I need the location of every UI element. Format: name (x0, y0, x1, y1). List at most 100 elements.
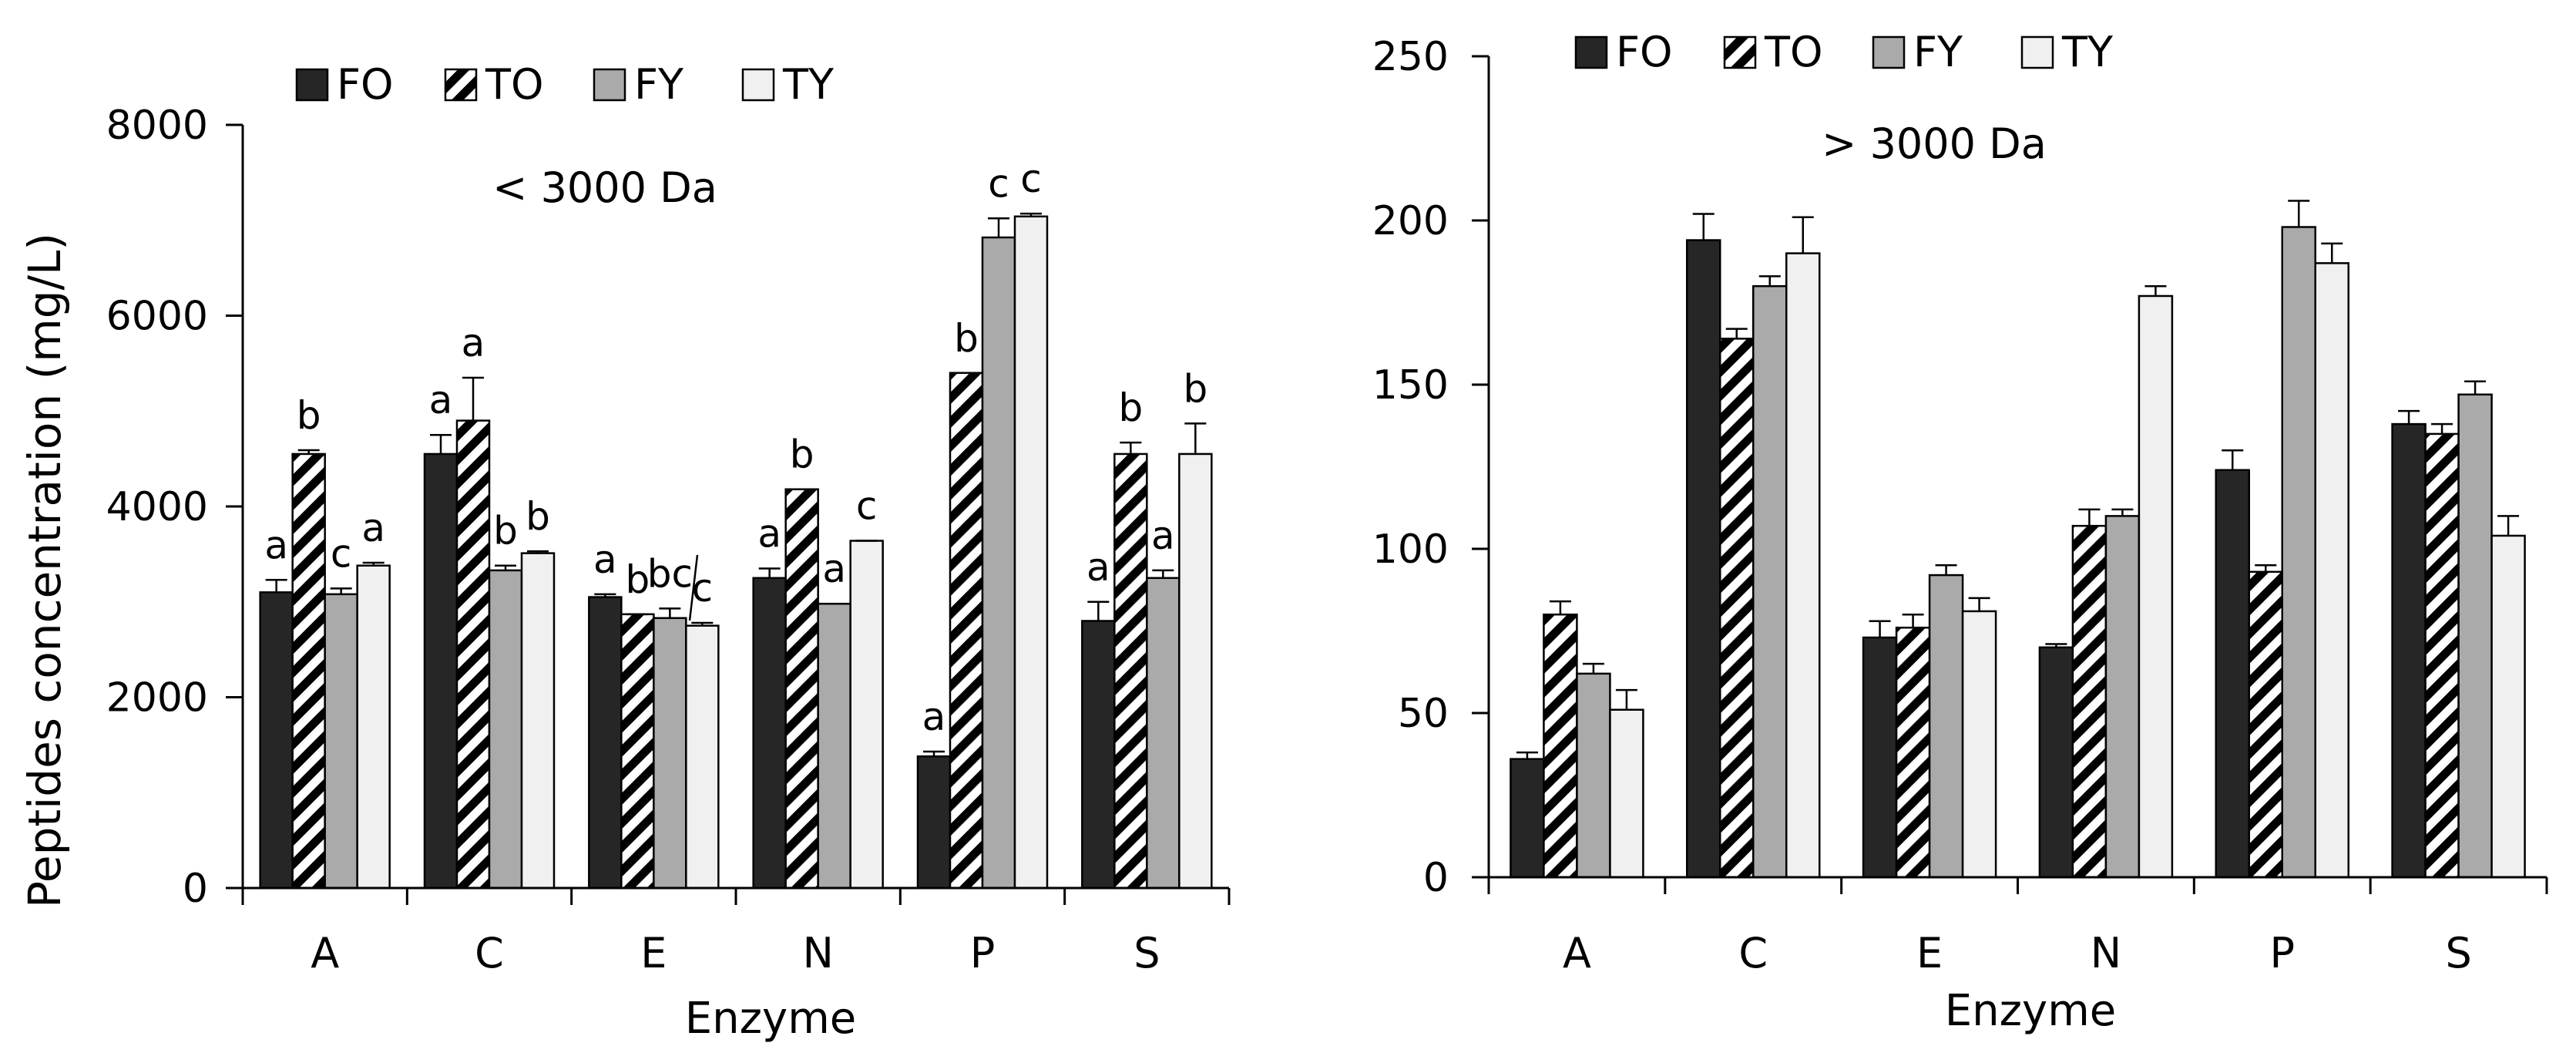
legend-label: FO (337, 60, 394, 109)
significance-letter: a (822, 547, 846, 591)
bars (259, 212, 1213, 890)
significance-letter: a (462, 321, 485, 365)
annotation-leader-line (688, 554, 699, 621)
significance-letter: b (493, 509, 518, 553)
y-tick-label: 4000 (106, 484, 208, 530)
legend-swatch-fo (295, 68, 329, 102)
x-tick-label: E (1916, 929, 1943, 977)
bar-fy (488, 569, 523, 890)
bar-ty (1013, 215, 1049, 890)
bar-to (784, 488, 819, 890)
y-tick-label: 50 (1398, 691, 1449, 737)
bar-fo (752, 577, 787, 890)
legend-label: TO (1764, 28, 1823, 76)
significance-letter: a (264, 523, 288, 567)
x-tick-label: N (802, 929, 833, 977)
x-tick-label: N (2091, 929, 2121, 977)
significance-letter: c (988, 161, 1009, 206)
legend-label: TY (2061, 28, 2114, 76)
significance-letter: a (922, 695, 946, 739)
significance-letter: a (429, 378, 453, 422)
bar-ty (2490, 534, 2526, 879)
bar-to (455, 419, 491, 890)
significance-letter: b (625, 557, 650, 602)
significance-letter: bc (647, 551, 693, 596)
bar-fy (2457, 393, 2493, 879)
bar-fo (2391, 422, 2427, 879)
x-axis-title: Enzyme (1945, 986, 2116, 1036)
x-tick-label: P (970, 929, 996, 977)
bar-ty (2314, 262, 2349, 879)
axes (226, 123, 1231, 905)
y-tick-label: 0 (183, 866, 208, 912)
legend-label: FY (1913, 28, 1963, 76)
significance-letter: b (1118, 385, 1143, 430)
bar-ty (1609, 708, 1644, 879)
significance-letter: a (593, 537, 617, 582)
bar-to (291, 452, 326, 890)
significance-letter: a (1086, 545, 1110, 590)
bar-fy (2104, 515, 2141, 879)
panel-label: > 3000 Da (1822, 119, 2047, 168)
bar-fo (423, 452, 458, 890)
bar-to (949, 372, 984, 890)
x-tick-label: C (1738, 929, 1768, 977)
bar-ty (2138, 294, 2174, 879)
legend-label: FO (1616, 28, 1673, 76)
bar-fo (2038, 646, 2074, 879)
bar-to (1895, 626, 1931, 879)
legend-swatch-ty (741, 68, 775, 102)
x-tick-label: S (1134, 929, 1160, 977)
significance-letter: c (331, 531, 352, 576)
y-tick-label: 0 (1423, 855, 1449, 901)
x-tick-label: A (1563, 929, 1591, 977)
x-tick-label: P (2269, 929, 2295, 977)
legend: FO TO FY TY (1574, 28, 2114, 76)
significance-letter: a (361, 506, 385, 550)
bar-fo (916, 755, 952, 890)
legend-label: FY (634, 60, 684, 109)
bar-ty (1785, 252, 1821, 879)
bar-fy (817, 602, 851, 890)
bar-fy (1146, 577, 1181, 890)
legend: FO TO FY TY (295, 60, 835, 109)
legend-swatch-fy (593, 68, 626, 102)
y-axis-title: Peptides concentration (mg/L) (18, 233, 71, 908)
significance-letter: c (1020, 156, 1042, 201)
legend-swatch-to (1723, 35, 1757, 69)
bar-ty (356, 564, 391, 890)
legend-swatch-to (444, 68, 478, 102)
y-tick-labels: 0 2000 4000 6000 8000 (106, 103, 208, 912)
bars (1510, 200, 2526, 879)
x-tick-label: E (640, 929, 667, 977)
bar-fo (2215, 469, 2250, 879)
bar-to (2248, 570, 2283, 879)
x-tick-label: S (2445, 929, 2471, 977)
bar-to (1113, 452, 1148, 890)
panel-label: < 3000 Da (492, 163, 717, 212)
significance-letter: a (757, 511, 781, 556)
y-tick-label: 250 (1372, 34, 1449, 80)
legend-swatch-fy (1872, 35, 1906, 69)
y-tick-label: 200 (1372, 198, 1449, 244)
bar-fo (1686, 239, 1721, 879)
bar-ty (849, 540, 884, 890)
bar-ty (1178, 452, 1213, 890)
significance-letter: b (1183, 366, 1207, 411)
significance-letter: c (856, 484, 878, 529)
bar-fy (653, 617, 687, 890)
significance-letter: b (297, 393, 321, 438)
legend-swatch-fo (1574, 35, 1608, 69)
bar-ty (1961, 610, 1997, 879)
significance-letter: b (790, 432, 814, 477)
bar-to (1543, 613, 1578, 879)
y-tick-labels: 0 50 100 150 200 250 (1372, 34, 1449, 901)
y-tick-label: 100 (1372, 526, 1449, 573)
legend-swatch-ty (2020, 35, 2054, 69)
